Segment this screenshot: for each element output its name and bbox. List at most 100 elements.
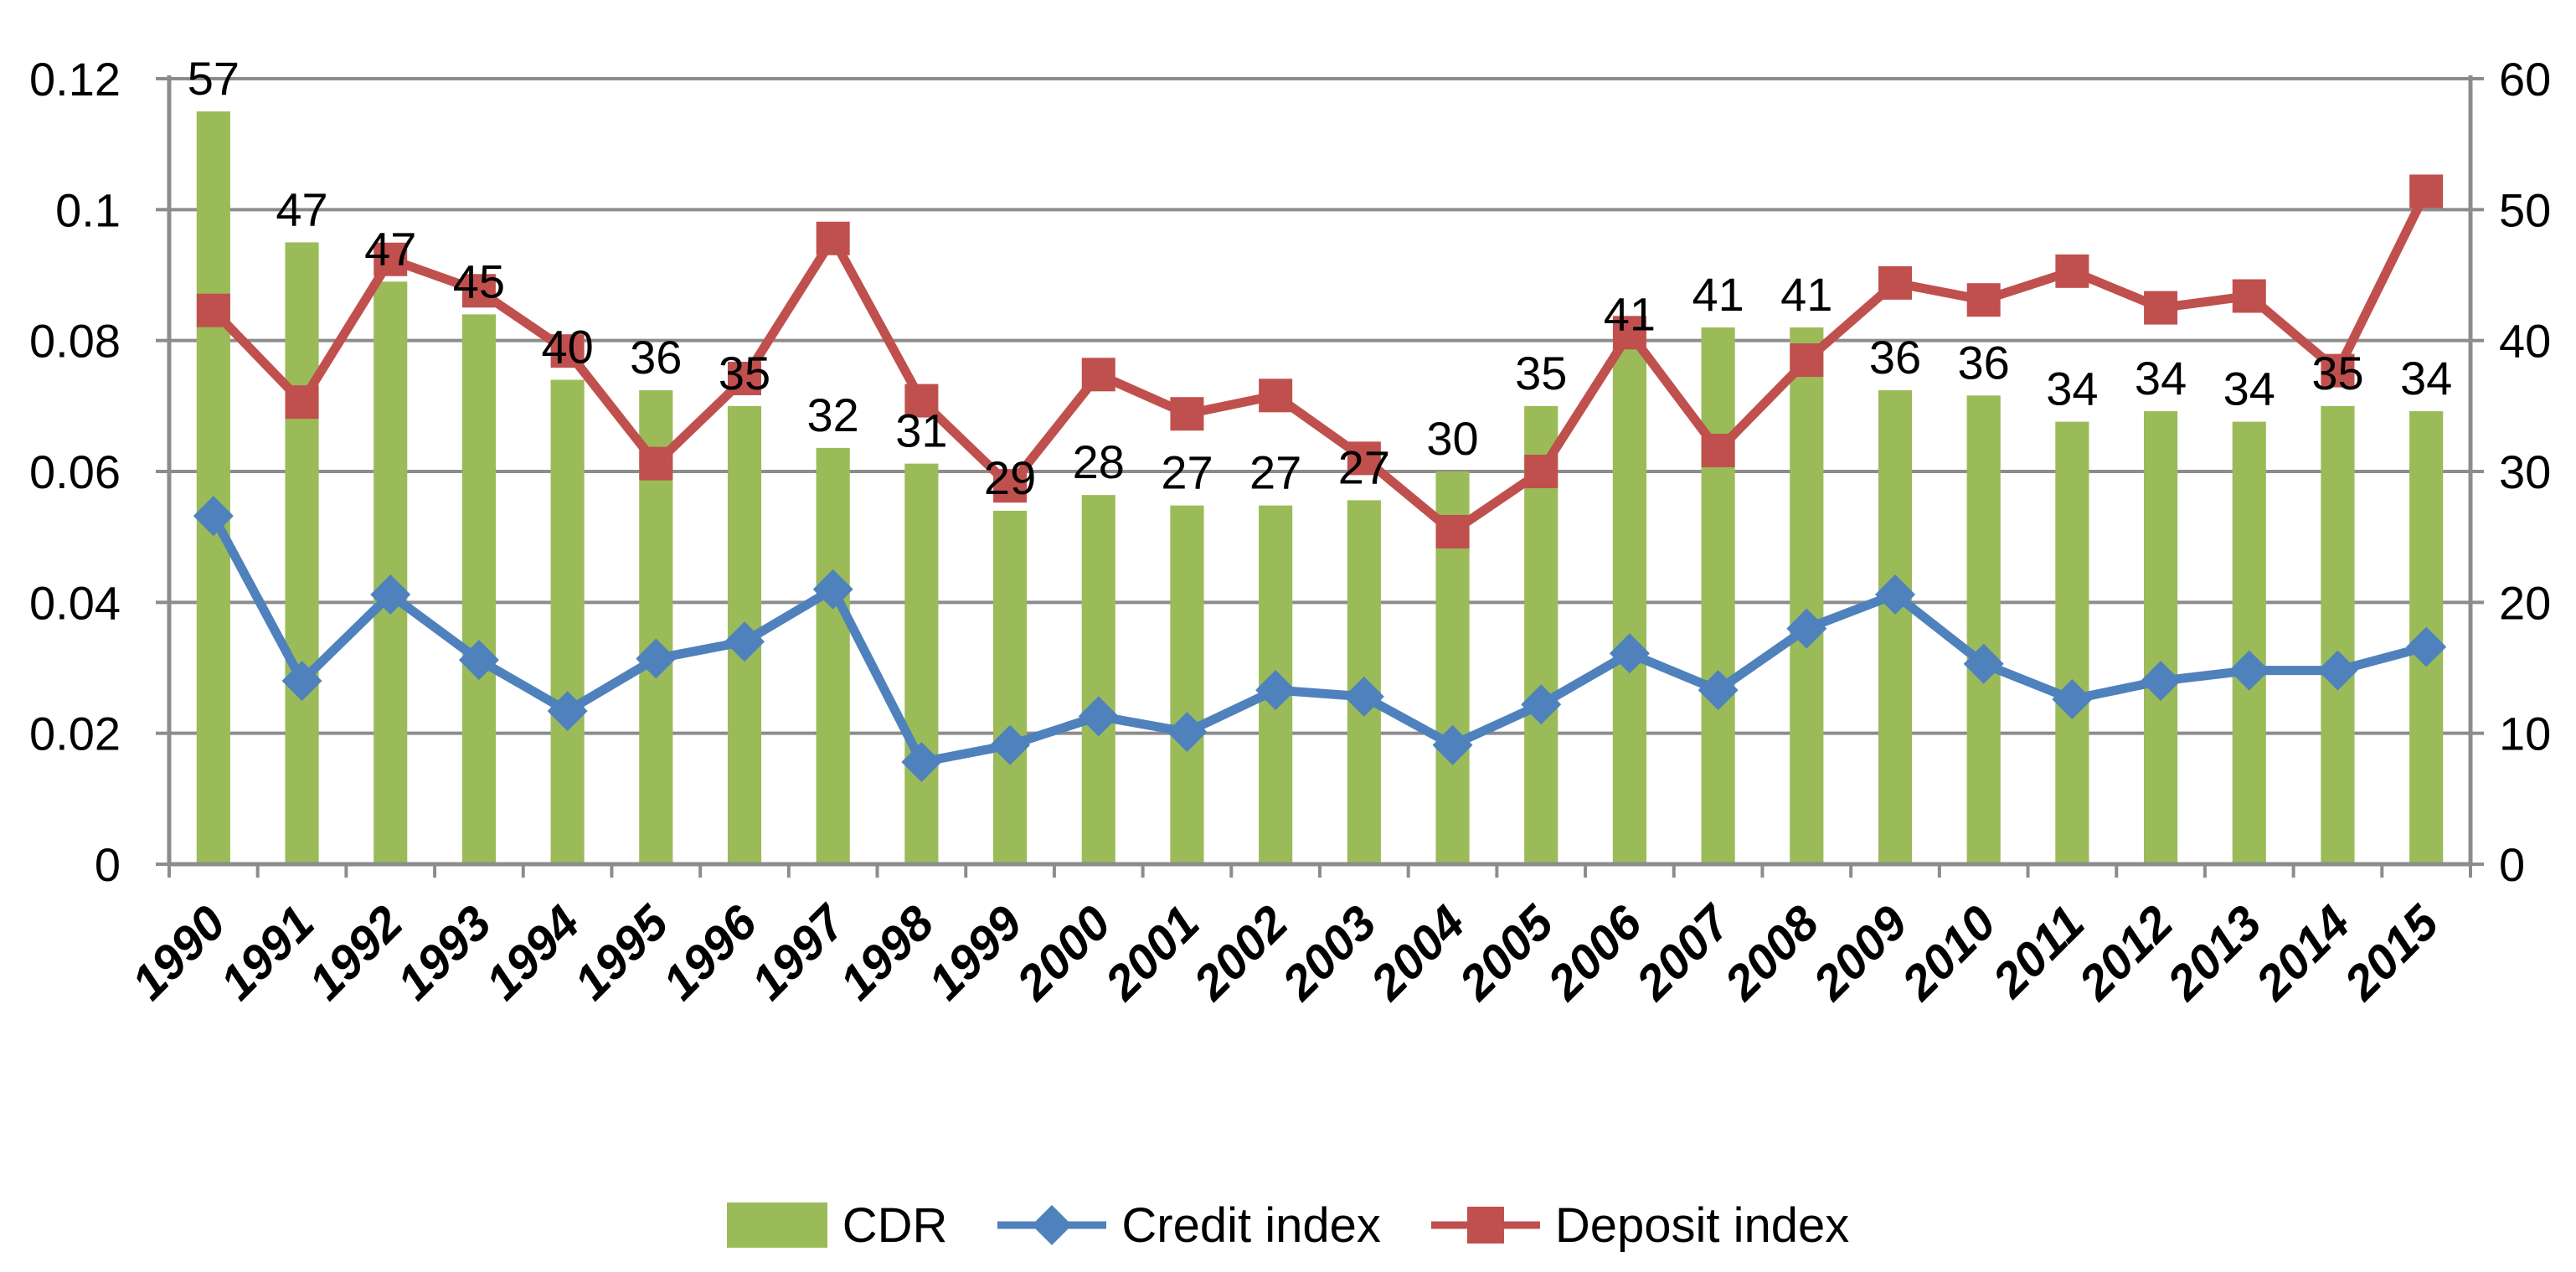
cdr-bars [196, 111, 2444, 865]
cdr-bar [285, 242, 319, 865]
deposit-index-point [550, 334, 585, 368]
cdr-bar [1878, 390, 1913, 864]
credit-index-point [2141, 661, 2182, 702]
x-tick-label: 2012 [2068, 895, 2183, 1011]
left-tick-label: 0 [95, 838, 121, 891]
deposit-index-point [2055, 254, 2089, 288]
credit-index-point [901, 742, 942, 783]
cdr-data-label: 41 [1604, 287, 1656, 340]
credit-index-point [1521, 684, 1562, 725]
axes [156, 75, 2484, 878]
deposit-index-point [1790, 343, 1824, 378]
gridlines [169, 77, 2470, 735]
cdr-bar [374, 281, 408, 865]
deposit-index-point [2144, 291, 2178, 325]
cdr-bar [2232, 421, 2266, 864]
deposit-index-point [1966, 283, 2001, 317]
cdr-data-label: 30 [1426, 412, 1478, 465]
right-tick-label: 10 [2499, 708, 2551, 760]
credit-index-point [281, 661, 322, 702]
x-tick-label: 2011 [1982, 895, 2095, 1008]
x-tick-label: 2002 [1182, 895, 1298, 1011]
credit-index-point [1875, 574, 1915, 615]
right-tick-label: 20 [2499, 576, 2551, 629]
deposit-index-point [374, 242, 408, 276]
credit-index-point [1432, 724, 1473, 765]
deposit-index-point [993, 469, 1028, 503]
cdr-data-label: 47 [364, 222, 416, 275]
x-tick-label: 1997 [741, 893, 858, 1010]
cdr-bar [1966, 395, 2001, 864]
cdr-bar [1612, 347, 1647, 864]
deposit-index-point [1701, 433, 1735, 467]
x-tick-label: 2013 [2156, 895, 2272, 1011]
credit-index-point [547, 691, 588, 732]
cdr-data-label: 29 [984, 451, 1036, 504]
cdr-data-label: 34 [2223, 363, 2275, 415]
deposit-index-point [904, 384, 939, 418]
legend-swatch-credit [997, 1205, 1107, 1245]
cdr-data-label: 57 [188, 52, 240, 105]
deposit-index-point [816, 221, 850, 255]
cdr-data-label: 35 [2311, 347, 2363, 399]
deposit-index-point [639, 446, 673, 481]
deposit-index-point [1435, 514, 1470, 548]
cdr-data-label: 35 [719, 347, 770, 399]
x-tick-label: 1991 [210, 895, 325, 1010]
x-tick-label: 2014 [2245, 895, 2361, 1011]
legend-item-cdr: CDR [726, 1197, 947, 1254]
deposit-index-point [2232, 279, 2266, 313]
cdr-data-label: 36 [1958, 336, 2010, 389]
credit-index-point [2052, 679, 2093, 720]
cdr-bar [1790, 327, 1824, 864]
cdr-data-label: 35 [1515, 347, 1567, 399]
x-tick-label: 1990 [121, 895, 236, 1010]
x-tick-label: 2009 [1802, 895, 1918, 1011]
cdr-data-label: 31 [895, 404, 947, 457]
cdr-data-label: 27 [1249, 446, 1301, 499]
credit-index-point [1343, 676, 1384, 717]
credit-index-point [2317, 650, 2358, 691]
cdr-data-label: 41 [1780, 268, 1832, 321]
deposit-index-point [1612, 316, 1646, 350]
cdr-data-label: 28 [1073, 435, 1125, 488]
right-tick-label: 0 [2499, 838, 2525, 891]
legend-label-credit: Credit index [1121, 1197, 1381, 1253]
cdr-bar [904, 463, 939, 864]
cdr-data-label: 27 [1338, 440, 1390, 493]
credit-index-point [990, 724, 1031, 765]
left-tick-label: 0.06 [29, 445, 121, 498]
cdr-bar [1081, 495, 1115, 864]
cdr-bar [992, 510, 1028, 864]
x-tick-label: 1996 [652, 895, 768, 1011]
deposit-index-point [285, 385, 319, 420]
x-tick-label: 1995 [564, 895, 679, 1011]
left-tick-label: 0.08 [29, 315, 121, 368]
deposit-index-point [461, 274, 496, 308]
deposit-index-point [1524, 455, 1558, 488]
deposit-index-point [1347, 441, 1381, 476]
credit-index-point [2228, 650, 2269, 691]
lines [193, 174, 2447, 783]
cdr-bar [2321, 405, 2355, 864]
left-tick-label: 0.1 [55, 183, 121, 236]
deposit-index-point [196, 293, 230, 327]
x-tick-label: 2010 [1891, 895, 2007, 1011]
legend-swatch-deposit [1430, 1207, 1540, 1244]
cdr-bar [1701, 327, 1735, 864]
credit-index-point [724, 621, 765, 662]
legend-label-deposit: Deposit index [1554, 1197, 1850, 1253]
x-tick-label: 1998 [829, 895, 945, 1011]
credit-index-point [1698, 670, 1739, 711]
credit-index-point [1078, 696, 1119, 737]
data-labels: 57 47 47 45 40 36 35 32 31 29 28 27 27 27 30 35 41 41 41 36… [188, 52, 2453, 504]
x-tick-label: 1994 [476, 895, 590, 1010]
cdr-data-label: 47 [276, 183, 327, 235]
cdr-data-label: 34 [2135, 352, 2187, 404]
cdr-bar [2143, 411, 2178, 864]
cdr-data-label: 36 [630, 331, 682, 384]
credit-index-point [193, 496, 234, 537]
right-tick-label: 60 [2499, 53, 2551, 106]
cdr-bar [550, 379, 585, 865]
